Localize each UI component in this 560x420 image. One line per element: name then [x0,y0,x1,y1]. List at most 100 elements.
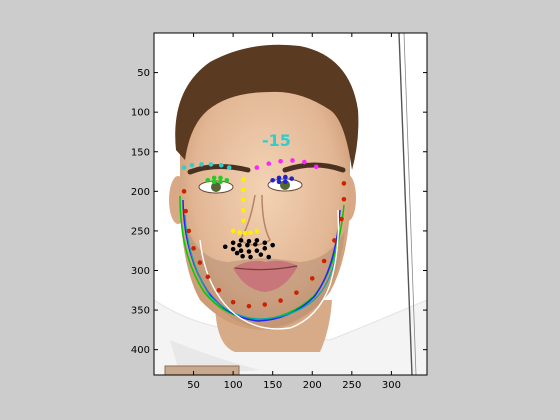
landmark-point [241,177,246,182]
right-eyebrow-shape [282,162,346,173]
landmark-point [240,253,245,259]
landmark-point [208,162,214,167]
landmark-point [270,242,275,248]
landmark-point [289,176,294,181]
landmark-point [241,197,246,203]
landmark-point [270,177,275,183]
landmark-point [241,218,246,223]
paper-edge-line [398,33,413,375]
landmark-point [294,290,299,295]
landmark-point [309,276,315,281]
left-eye-landmarks [205,175,230,185]
y-tick-label: 200 [131,187,150,198]
landmark-point [321,258,327,264]
right-eyebrow-landmarks [254,158,319,170]
y-tick-label: 150 [131,147,150,158]
bottom-left-box [164,365,240,375]
landmark-point [341,196,347,202]
landmark-point [254,228,260,234]
landmark-point [230,299,236,305]
x-tick-label: 300 [382,380,401,391]
landmark-point [189,162,195,168]
landmark-point [218,179,223,185]
landmark-point [230,228,236,234]
landmark-point [252,242,258,247]
landmark-point [262,240,268,246]
landmark-point [186,228,192,234]
x-tick-label: 100 [224,380,243,391]
right-eye-landmarks [270,174,294,185]
landmark-point [266,254,272,260]
overlay-label: -15 [262,131,291,150]
landmark-point [230,246,236,252]
jaw-landmarks [181,181,347,309]
landmark-point [241,187,246,193]
landmark-point [341,181,347,186]
y-tick-label: 350 [131,306,150,317]
mouth-landmarks [222,238,275,260]
y-tick-label: 400 [131,345,150,356]
y-axis: 50 100 150 200 250 300 350 400 [131,68,427,356]
landmark-point [246,249,252,254]
x-axis: 50 100 150 200 250 300 [187,33,401,391]
y-tick-label: 100 [131,108,150,119]
landmark-point [218,162,224,168]
landmark-point [313,164,319,170]
left-eyebrow-shape [187,164,251,175]
landmark-point [332,238,337,243]
landmark-point [245,242,250,248]
landmark-point [262,246,268,251]
landmark-point [262,302,268,307]
landmark-point [224,177,230,183]
contour-white [199,209,339,330]
left-iris [211,182,221,192]
landmark-point [248,254,253,260]
landmark-layer [181,158,347,309]
y-tick-label: 250 [131,226,150,237]
landmark-point [183,208,188,214]
landmark-point [238,238,244,243]
landmark-point [226,165,232,170]
landmark-point [216,287,222,293]
landmark-point [248,230,253,235]
landmark-point [205,274,211,280]
landmark-point [254,165,260,170]
landmark-point [241,208,246,213]
face-image: -15 [154,33,427,375]
landmark-point [199,162,204,167]
landmark-point [234,250,240,256]
landmark-point [246,238,252,244]
landmark-point [191,246,196,251]
landmark-point [278,158,283,164]
landmark-point [246,303,252,309]
x-tick-label: 200 [303,380,322,391]
landmark-point [302,159,307,165]
landmark-point [197,260,203,265]
landmark-point [254,238,260,243]
axes-frame [153,32,428,376]
x-tick-label: 50 [187,380,200,391]
contour-cyan [184,214,337,320]
landmark-point [283,174,288,180]
landmark-point [254,248,260,254]
landmark-point [238,248,244,254]
nose-landmarks [230,177,260,236]
landmark-point [258,252,264,257]
landmark-point [276,175,282,181]
landmark-point [230,240,236,246]
landmark-point [290,158,295,163]
landmark-point [278,298,283,303]
x-tick-label: 150 [263,380,282,391]
left-eyebrow-landmarks [181,162,232,170]
landmark-point [222,244,228,250]
landmark-point [205,177,211,183]
landmark-point [181,165,187,170]
landmark-point [211,179,217,185]
x-tick-label: 250 [342,380,361,391]
hair [175,44,359,170]
mouth-line [234,265,298,271]
landmark-point [181,189,187,194]
landmark-point [242,230,248,236]
y-tick-label: 300 [131,266,150,277]
landmark-point [283,179,288,185]
